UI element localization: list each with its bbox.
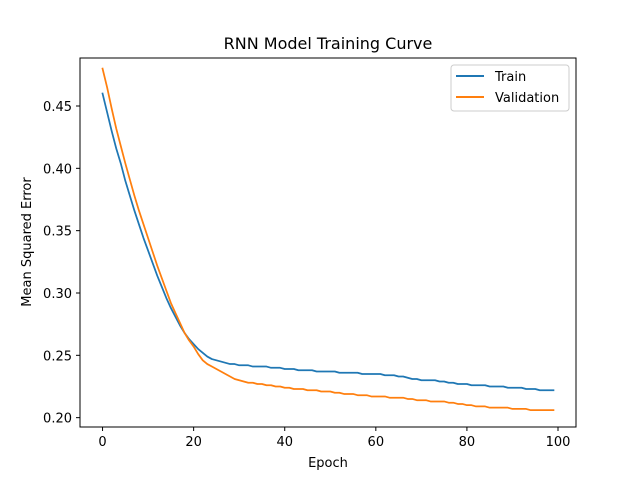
y-tick-label: 0.45 bbox=[43, 100, 72, 115]
x-tick-label: 60 bbox=[368, 435, 385, 450]
y-tick-label: 0.40 bbox=[43, 162, 72, 177]
x-tick-label: 100 bbox=[546, 435, 571, 450]
series-line-validation bbox=[101, 67, 555, 412]
y-axis-title: Mean Squared Error bbox=[20, 177, 35, 307]
y-tick-label: 0.35 bbox=[43, 225, 72, 240]
x-axis: 0 20 40 60 80 100 bbox=[98, 427, 570, 450]
chart-title: RNN Model Training Curve bbox=[224, 34, 433, 53]
x-tick-label: 20 bbox=[185, 435, 202, 450]
legend-label-train: Train bbox=[494, 70, 526, 85]
x-tick-label: 40 bbox=[276, 435, 293, 450]
y-tick-label: 0.20 bbox=[43, 412, 72, 427]
y-axis: 0.20 0.25 0.30 0.35 0.40 0.45 bbox=[43, 100, 80, 427]
y-tick-label: 0.30 bbox=[43, 287, 72, 302]
series-layer bbox=[101, 67, 555, 412]
legend: Train Validation bbox=[450, 64, 570, 112]
y-tick-label: 0.25 bbox=[43, 349, 72, 364]
x-axis-title: Epoch bbox=[308, 456, 348, 471]
x-tick-label: 0 bbox=[98, 435, 106, 450]
plot-area bbox=[80, 58, 576, 427]
legend-label-validation: Validation bbox=[495, 91, 559, 106]
x-tick-label: 80 bbox=[459, 435, 476, 450]
plot-frame bbox=[79, 57, 577, 428]
series-line-train bbox=[101, 92, 555, 392]
